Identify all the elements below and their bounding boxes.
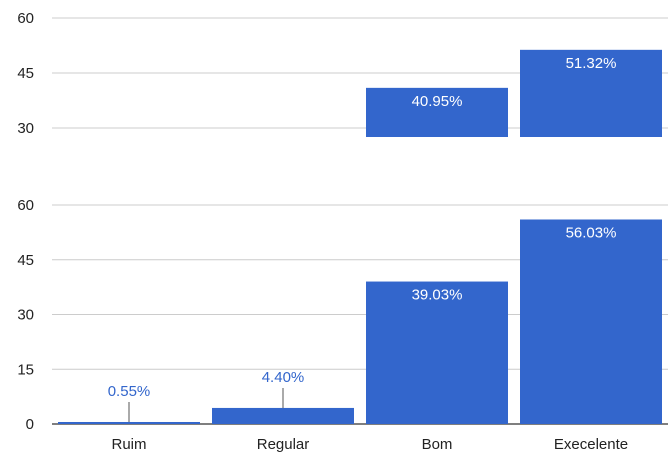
- y-tick-label: 15: [17, 361, 34, 378]
- bar-bom: [366, 281, 508, 424]
- bar-execelente: [520, 219, 662, 424]
- bar-bom: [366, 87, 508, 137]
- x-tick-label: Bom: [422, 436, 453, 453]
- bar-ruim: [58, 421, 200, 424]
- data-label: 40.95%: [412, 93, 463, 110]
- bar-regular: [212, 407, 354, 424]
- y-tick-label: 60: [17, 10, 34, 27]
- data-label: 4.40%: [262, 369, 305, 386]
- y-tick-label: 0: [26, 416, 34, 433]
- x-tick-label: Execelente: [554, 436, 628, 453]
- y-tick-label: 45: [17, 65, 34, 82]
- data-label: 39.03%: [412, 287, 463, 304]
- x-tick-label: Regular: [257, 436, 310, 453]
- y-tick-label: 60: [17, 197, 34, 214]
- data-label: 51.32%: [566, 55, 617, 72]
- x-tick-label: Ruim: [111, 436, 146, 453]
- data-label: 0.55%: [108, 383, 151, 400]
- y-tick-label: 30: [17, 307, 34, 324]
- y-tick-label: 45: [17, 252, 34, 269]
- data-label: 56.03%: [566, 224, 617, 241]
- y-tick-label: 30: [17, 120, 34, 137]
- bar-execelente: [520, 49, 662, 137]
